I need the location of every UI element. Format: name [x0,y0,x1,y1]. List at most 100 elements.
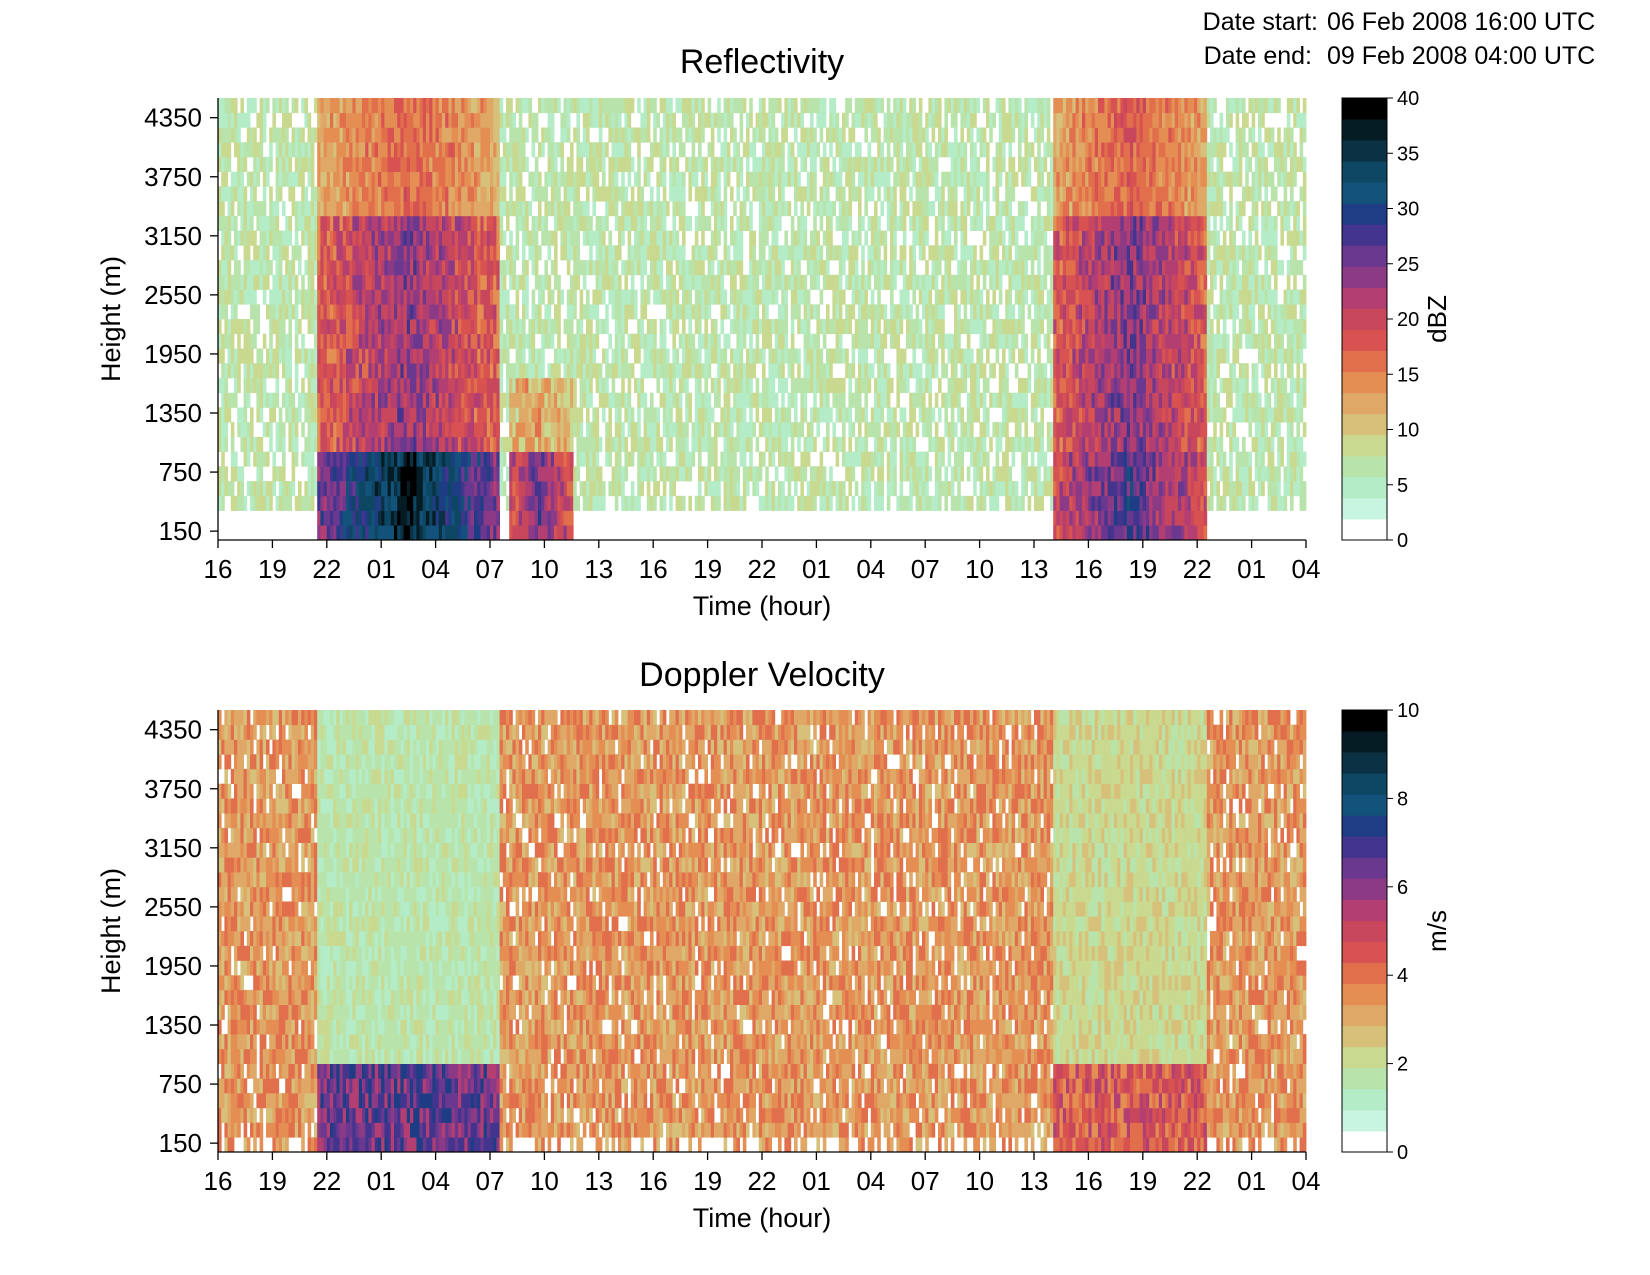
heatmap-cell [864,274,868,290]
heatmap-cell [653,348,657,364]
heatmap-cell [323,98,328,114]
heatmap-cell [589,245,593,261]
heatmap-cell [659,260,664,276]
heatmap-cell [237,201,241,217]
heatmap-cell [595,333,600,349]
heatmap-cell [854,156,859,172]
heatmap-cell [803,333,808,349]
heatmap-cell [861,319,865,335]
heatmap-cell [595,289,600,305]
heatmap-cell [525,289,529,305]
heatmap-cell [746,142,750,158]
heatmap-cell [346,481,350,497]
heatmap-cell [317,201,321,217]
heatmap-cell [582,142,587,158]
heatmap-cell [595,156,600,172]
heatmap-cell [509,451,513,467]
heatmap-cell [662,245,667,261]
heatmap-cell [531,142,536,158]
heatmap-cell [483,495,488,511]
heatmap-cell [710,333,715,349]
heatmap-cell [483,201,488,217]
heatmap-cell [442,201,446,217]
heatmap-cell [378,451,382,467]
heatmap-cell [646,436,651,452]
heatmap-cell [566,260,571,276]
heatmap-cell [819,495,824,511]
heatmap-cell [730,481,734,497]
heatmap-cell [563,510,568,526]
heatmap-cell [400,495,404,511]
heatmap-cell [752,230,756,246]
heatmap-cell [477,98,481,114]
heatmap-cell [374,112,379,128]
heatmap-cell [272,304,276,320]
heatmap-cell [656,451,660,467]
heatmap-cell [339,525,344,541]
heatmap-cell [394,304,398,320]
heatmap-cell [653,319,657,335]
heatmap-cell [422,289,427,305]
heatmap-cell [816,333,820,349]
heatmap-cell [336,392,340,408]
heatmap-cell [435,245,440,261]
heatmap-cell [400,392,404,408]
heatmap-cell [570,451,574,467]
heatmap-cell [342,186,347,202]
heatmap-cell [637,142,641,158]
heatmap-cell [778,436,782,452]
heatmap-cell [368,289,372,305]
heatmap-cell [371,274,376,290]
heatmap-cell [365,319,369,335]
heatmap-cell [768,392,772,408]
heatmap-cell [336,495,340,511]
heatmap-cell [288,319,292,335]
heatmap-cell [381,436,385,452]
heatmap-cell [461,319,465,335]
heatmap-cell [310,186,315,202]
heatmap-cell [490,201,494,217]
heatmap-cell [282,245,286,261]
heatmap-cell [381,377,385,393]
heatmap-cell [387,171,392,187]
heatmap-cell [525,98,529,114]
heatmap-cell [410,171,414,187]
heatmap-cell [317,333,321,349]
heatmap-cell [234,363,238,379]
heatmap-cell [768,186,772,202]
heatmap-cell [502,127,507,143]
heatmap-cell [288,422,292,438]
heatmap-cell [384,98,388,114]
heatmap-cell [442,407,446,423]
heatmap-cell [323,289,328,305]
heatmap-cell [445,186,449,202]
heatmap-cell [522,481,526,497]
heatmap-cell [387,112,392,128]
heatmap-cell [237,171,241,187]
heatmap-cell [845,495,849,511]
heatmap-cell [218,127,222,143]
heatmap-cell [474,407,478,423]
heatmap-cell [688,171,692,187]
heatmap-cell [589,451,593,467]
heatmap-cell [358,451,363,467]
heatmap-cell [611,260,616,276]
heatmap-cell [474,481,478,497]
heatmap-cell [288,260,292,276]
heatmap-cell [618,481,622,497]
heatmap-cell [842,289,846,305]
heatmap-cell [240,171,244,187]
heatmap-cell [883,245,888,261]
heatmap-cell [419,98,424,114]
heatmap-cell [426,407,430,423]
heatmap-cell [726,392,731,408]
heatmap-cell [461,510,465,526]
heatmap-cell [781,245,785,261]
heatmap-cell [554,495,558,511]
heatmap-cell [723,363,728,379]
heatmap-cell [538,348,542,364]
heatmap-cell [611,363,616,379]
heatmap-cell [499,156,504,172]
heatmap-cell [576,201,580,217]
heatmap-cell [742,363,747,379]
